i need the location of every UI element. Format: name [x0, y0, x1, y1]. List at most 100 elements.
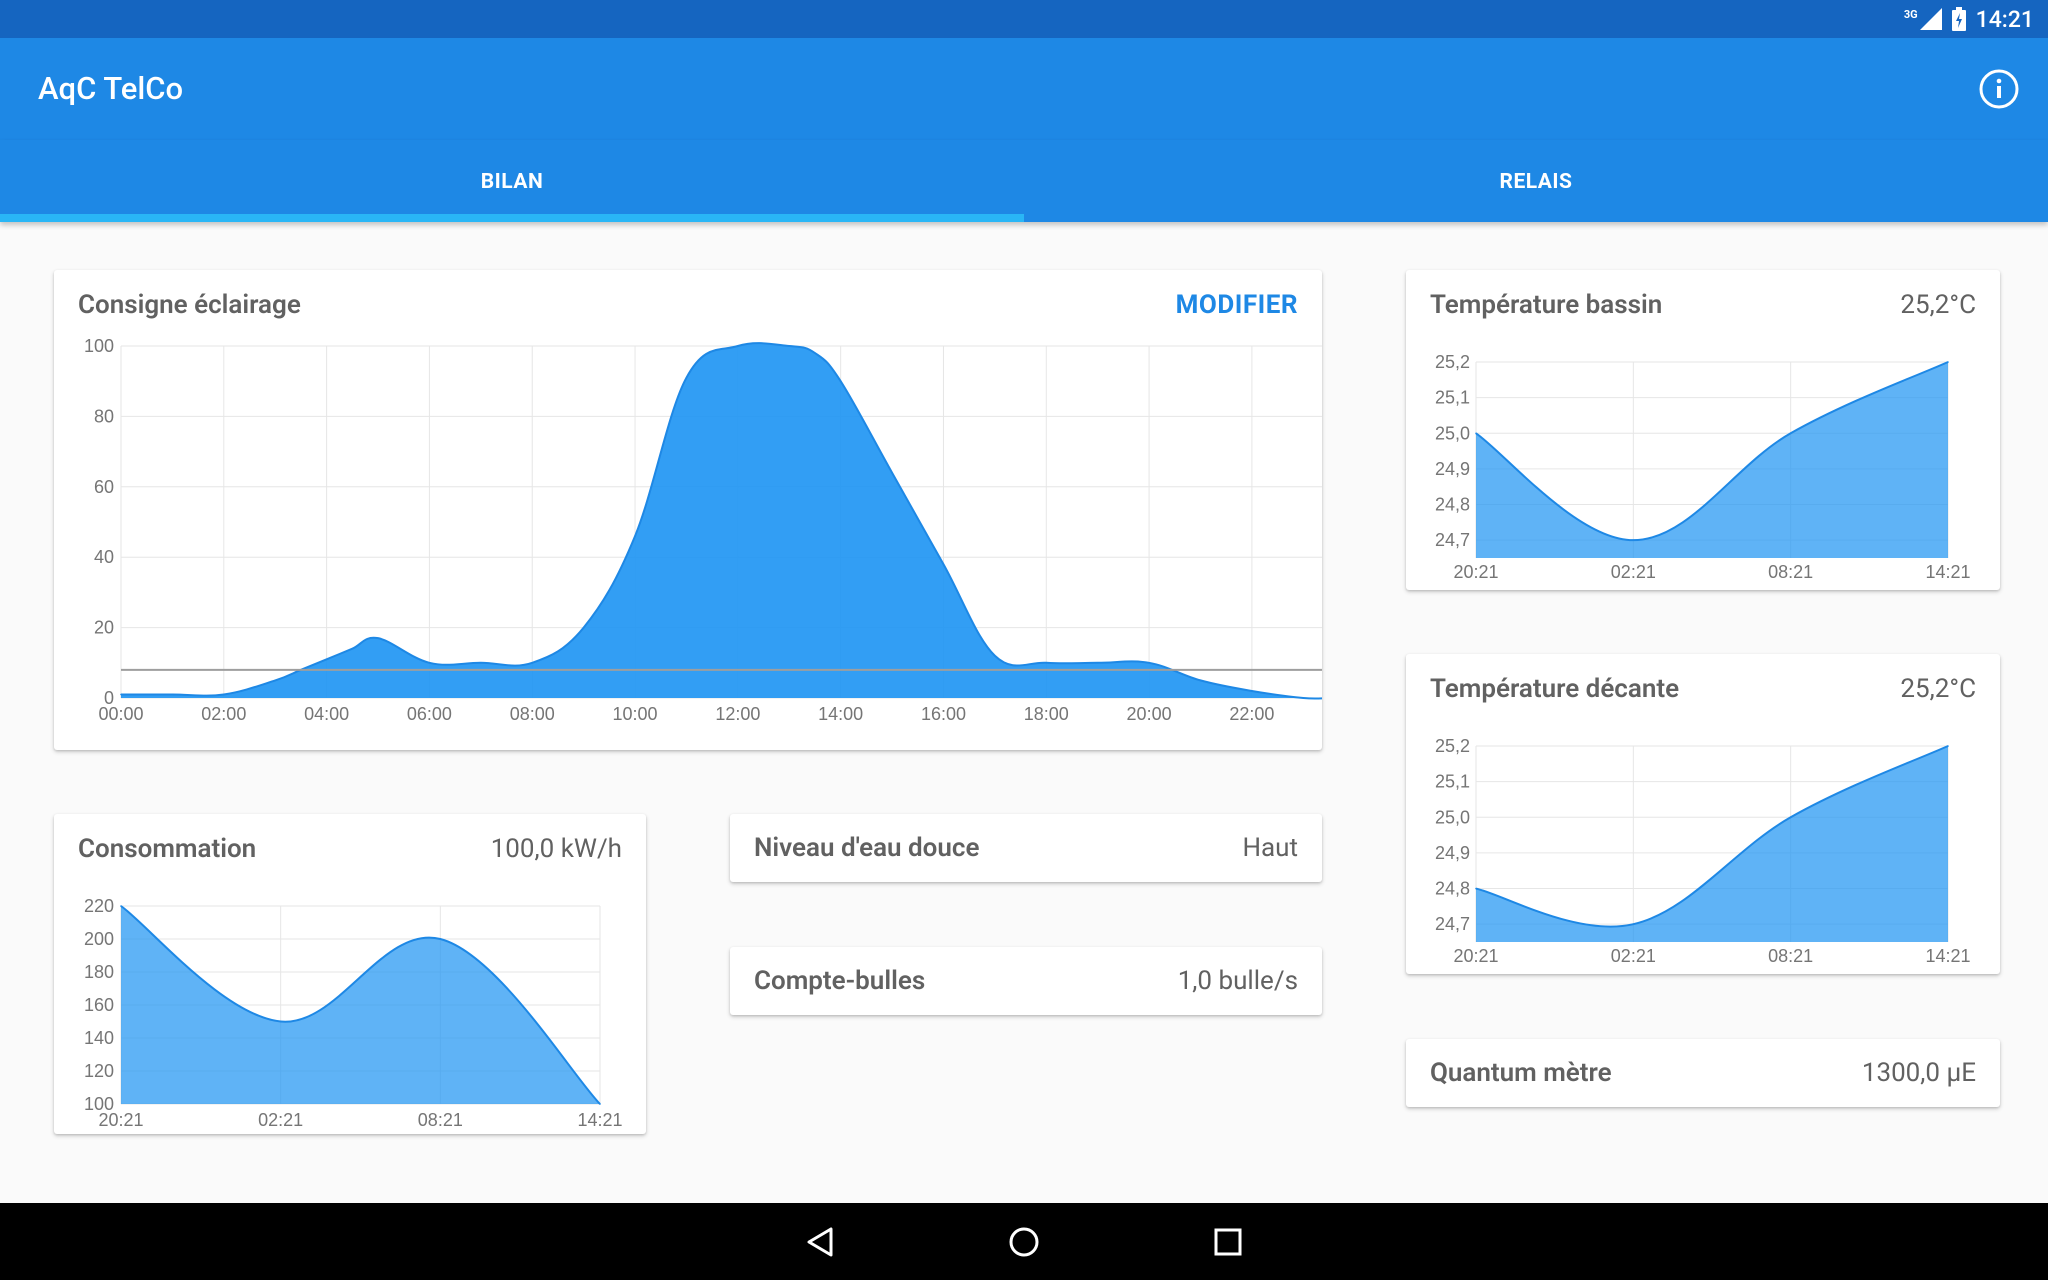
recents-icon[interactable]: [1198, 1203, 1258, 1280]
x-tick-label: 08:21: [1768, 946, 1813, 966]
y-tick-label: 25,2: [1435, 736, 1470, 756]
home-icon[interactable]: [994, 1203, 1054, 1280]
network-type-label: 3G: [1903, 8, 1918, 21]
series-line: [1475, 745, 1949, 928]
card-title: Niveau d'eau douce: [754, 833, 980, 863]
consigne-chart: 00:00 02:00 04:00 06:00 08:00 10:00 12:00 14:00…: [84, 336, 1322, 724]
data-point: [634, 535, 636, 537]
y-tick-label: 24,9: [1435, 459, 1470, 479]
card-value: 25,2°C: [1900, 674, 1976, 704]
tab-relais[interactable]: RELAIS: [1499, 170, 1573, 194]
modifier-button[interactable]: MODIFIER: [1175, 290, 1298, 320]
area-fill: [121, 343, 1322, 699]
data-point: [582, 626, 585, 629]
data-point: [1045, 662, 1048, 664]
y-tick-label: 0: [104, 688, 114, 708]
tab-bar: BILAN RELAIS: [0, 140, 2048, 222]
quantum-metre-card[interactable]: Quantum mètre 1300,0 µE: [1406, 1039, 2000, 1107]
x-tick-label: 06:00: [407, 704, 452, 724]
app-bar: AqC TelCo: [0, 38, 2048, 140]
card-title: Consigne éclairage: [78, 290, 301, 320]
data-point: [1947, 745, 1949, 747]
consommation-chart: 20:21 02:21 08:21 14:21 100 120 140 160 180 200 22…: [84, 896, 623, 1130]
x-tick-label: 20:00: [1127, 704, 1172, 724]
temperature-decante-card: Température décante 25,2°C 20:21 02:21 08:…: [1406, 654, 2000, 974]
data-point: [1148, 662, 1150, 664]
card-value: 1,0 bulle/s: [1177, 966, 1298, 996]
y-tick-label: 24,7: [1435, 914, 1470, 934]
series-line: [1475, 361, 1949, 542]
y-tick-label: 140: [84, 1028, 114, 1048]
y-tick-label: 100: [84, 1094, 114, 1114]
niveau-eau-douce-card[interactable]: Niveau d'eau douce Haut: [730, 814, 1322, 882]
x-tick-label: 08:00: [510, 704, 555, 724]
back-icon[interactable]: [790, 1203, 850, 1280]
temperature-decante-chart: 20:21 02:21 08:21 14:21 24,7 24,8 24,9 25,0 25,1…: [1435, 736, 1971, 966]
x-tick-label: 14:00: [818, 704, 863, 724]
data-point: [351, 647, 354, 650]
temperature-bassin-chart: 20:21 02:21 08:21 14:21 24,7 24,8 24,9 25,0 25,1…: [1435, 352, 1971, 582]
data-point: [814, 352, 816, 354]
x-tick-label: 02:21: [258, 1110, 303, 1130]
info-icon[interactable]: [1978, 68, 2020, 110]
y-tick-label: 40: [94, 547, 114, 567]
navigation-bar: [0, 1203, 2048, 1280]
x-tick-label: 02:21: [1611, 562, 1656, 582]
compte-bulles-card[interactable]: Compte-bulles 1,0 bulle/s: [730, 947, 1322, 1015]
x-tick-label: 14:21: [1925, 946, 1970, 966]
x-tick-label: 20:21: [98, 1110, 143, 1130]
status-time: 14:21: [1975, 5, 2034, 33]
area-fill: [1476, 362, 1948, 558]
tab-indicator: [0, 214, 1024, 222]
card-value: 25,2°C: [1900, 290, 1976, 320]
card-title: Compte-bulles: [754, 966, 926, 996]
y-tick-label: 25,1: [1435, 388, 1470, 408]
area-fill: [121, 906, 600, 1104]
y-tick-label: 25,1: [1435, 772, 1470, 792]
data-point: [1632, 923, 1635, 925]
x-tick-label: 22:00: [1229, 704, 1274, 724]
data-point: [1302, 697, 1305, 699]
y-tick-label: 25,0: [1435, 807, 1470, 827]
consigne-eclairage-card: Consigne éclairage MODIFIER 00:00 02:00 04…: [54, 270, 1322, 750]
x-tick-label: 12:00: [715, 704, 760, 724]
data-point: [171, 693, 174, 696]
card-value: 1300,0 µE: [1861, 1058, 1976, 1088]
area-fill: [1476, 746, 1948, 942]
card-title: Température décante: [1430, 674, 1680, 704]
data-point: [274, 679, 277, 682]
data-point: [788, 345, 791, 347]
y-tick-label: 220: [84, 896, 114, 916]
data-point: [994, 654, 996, 657]
x-tick-label: 04:00: [304, 704, 349, 724]
card-value: 100,0 kW/h: [490, 834, 622, 864]
x-tick-label: 08:21: [1768, 562, 1813, 582]
battery-icon: [1951, 7, 1966, 31]
data-point: [1632, 539, 1635, 541]
x-tick-label: 16:00: [921, 704, 966, 724]
data-point: [1789, 816, 1792, 819]
y-tick-label: 180: [84, 962, 114, 982]
x-tick-label: 08:21: [418, 1110, 463, 1130]
x-tick-label: 14:21: [1925, 562, 1970, 582]
x-tick-label: 18:00: [1024, 704, 1069, 724]
y-tick-label: 24,8: [1435, 879, 1470, 899]
data-point: [428, 662, 431, 664]
temperature-bassin-card: Température bassin 25,2°C 20:21 02:21 08:2…: [1406, 270, 2000, 590]
card-value: Haut: [1242, 833, 1298, 863]
x-tick-label: 20:21: [1453, 946, 1498, 966]
data-point: [1096, 662, 1099, 664]
y-tick-label: 120: [84, 1061, 114, 1081]
data-point: [891, 471, 893, 474]
data-point: [279, 1020, 282, 1023]
data-point: [1251, 690, 1253, 692]
y-tick-label: 200: [84, 929, 114, 949]
y-tick-label: 80: [94, 406, 114, 426]
y-tick-label: 60: [94, 477, 114, 497]
data-point: [1789, 432, 1792, 435]
y-tick-label: 25,2: [1435, 352, 1470, 372]
tab-bilan[interactable]: BILAN: [480, 170, 544, 194]
y-tick-label: 24,7: [1435, 530, 1470, 550]
x-tick-label: 00:00: [98, 704, 143, 724]
x-tick-label: 02:00: [201, 704, 246, 724]
